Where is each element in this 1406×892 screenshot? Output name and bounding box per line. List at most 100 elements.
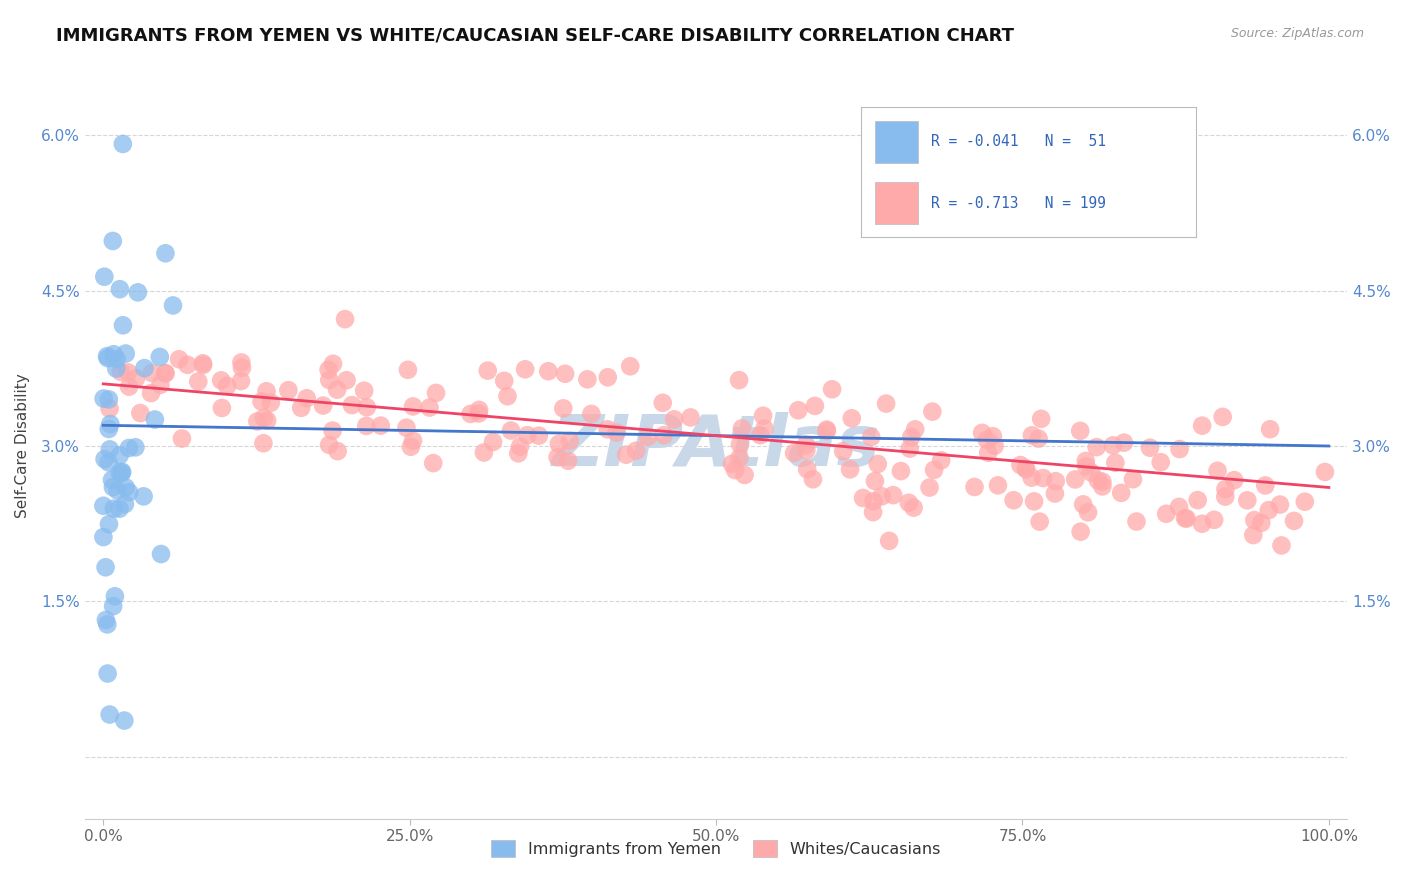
Point — [97, 422, 120, 436]
Point — [1109, 486, 1132, 500]
Point — [333, 312, 356, 326]
Point — [1015, 462, 1038, 476]
Point — [1064, 472, 1087, 486]
Point — [801, 472, 824, 486]
Point — [494, 374, 516, 388]
Point — [815, 423, 838, 437]
Point — [97, 455, 120, 469]
Point — [395, 420, 418, 434]
Point — [1091, 479, 1114, 493]
Point — [976, 433, 998, 447]
Point — [1187, 493, 1209, 508]
Point — [93, 499, 115, 513]
Point — [651, 396, 673, 410]
Point — [724, 463, 747, 477]
Point — [472, 445, 495, 459]
Point — [977, 446, 1000, 460]
Point — [815, 424, 838, 438]
Point — [1070, 524, 1092, 539]
Point — [1258, 422, 1281, 436]
Point — [125, 371, 148, 385]
Point — [499, 424, 522, 438]
Point — [821, 382, 844, 396]
Point — [1076, 459, 1098, 474]
Point — [1223, 473, 1246, 487]
Point — [1313, 465, 1336, 479]
Point — [1022, 494, 1045, 508]
Point — [1045, 474, 1067, 488]
Point — [1069, 424, 1091, 438]
Point — [1085, 440, 1108, 454]
Point — [1112, 435, 1135, 450]
Point — [614, 448, 637, 462]
Point — [217, 379, 239, 393]
Point — [606, 425, 628, 440]
Point — [253, 411, 276, 425]
Point — [111, 136, 134, 151]
Point — [191, 356, 214, 370]
Point — [1294, 494, 1316, 508]
Point — [1174, 511, 1197, 525]
Point — [246, 414, 269, 428]
Point — [1241, 528, 1264, 542]
Point — [96, 349, 118, 363]
Point — [482, 434, 505, 449]
Point — [1032, 471, 1054, 485]
Point — [260, 395, 283, 409]
Point — [326, 444, 349, 458]
Point — [94, 613, 117, 627]
Point — [256, 384, 278, 399]
Point — [167, 352, 190, 367]
Point — [1282, 514, 1305, 528]
Point — [1010, 458, 1032, 472]
Point — [318, 363, 340, 377]
Point — [619, 359, 641, 374]
Point — [132, 489, 155, 503]
Point — [1270, 538, 1292, 552]
Point — [402, 434, 425, 448]
Point — [124, 440, 146, 454]
Point — [1254, 478, 1277, 492]
Point — [1168, 442, 1191, 456]
Text: Source: ZipAtlas.com: Source: ZipAtlas.com — [1230, 27, 1364, 40]
Point — [664, 412, 686, 426]
Point — [1206, 464, 1229, 478]
Point — [1215, 482, 1237, 496]
Point — [231, 355, 253, 369]
Point — [728, 437, 751, 451]
Point — [963, 480, 986, 494]
Point — [107, 483, 129, 498]
Point — [150, 547, 173, 561]
Point — [862, 505, 884, 519]
Point — [1154, 507, 1177, 521]
Point — [93, 392, 115, 406]
Point — [731, 421, 754, 435]
Point — [111, 465, 134, 479]
Point — [754, 421, 776, 435]
Point — [118, 485, 141, 500]
Point — [516, 428, 538, 442]
Point — [114, 346, 136, 360]
Point — [290, 401, 312, 415]
Point — [1268, 498, 1291, 512]
Point — [322, 357, 344, 371]
Point — [794, 438, 817, 452]
Point — [103, 501, 125, 516]
Point — [860, 430, 883, 444]
Legend: Immigrants from Yemen, Whites/Caucasians: Immigrants from Yemen, Whites/Caucasians — [485, 834, 948, 863]
Point — [149, 350, 172, 364]
Point — [98, 517, 121, 532]
Point — [1015, 461, 1038, 475]
Point — [547, 450, 569, 465]
Point — [1236, 493, 1258, 508]
Point — [1074, 454, 1097, 468]
Point — [176, 358, 198, 372]
Point — [97, 392, 120, 407]
Point — [94, 560, 117, 574]
Point — [101, 234, 124, 248]
Point — [596, 370, 619, 384]
Point — [108, 466, 131, 480]
Point — [460, 407, 482, 421]
Point — [353, 384, 375, 398]
Point — [1104, 456, 1126, 470]
